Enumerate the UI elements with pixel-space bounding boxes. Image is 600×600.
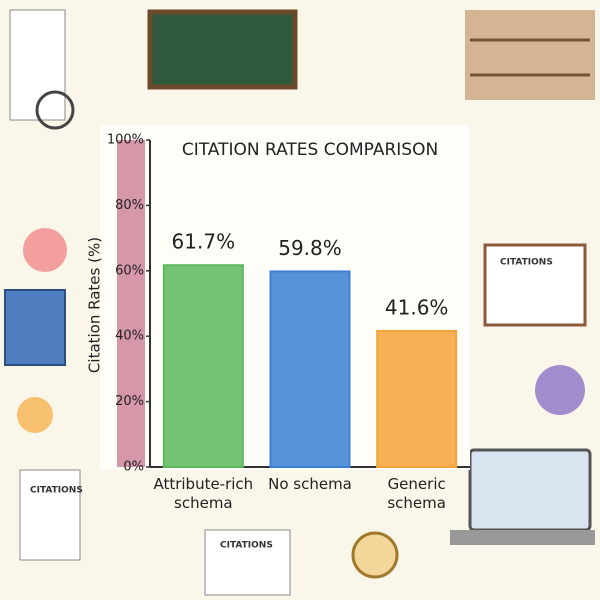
illustration-label: CITATIONS	[500, 258, 553, 268]
value-label: 61.7%	[172, 230, 236, 254]
x-tick-label: Generic schema	[387, 475, 446, 512]
y-tick-label: 20%	[115, 394, 144, 409]
chart-title: CITATION RATES COMPARISON	[182, 140, 438, 160]
y-tick-label: 60%	[115, 263, 144, 278]
y-tick-label: 40%	[115, 329, 144, 344]
y-tick-label: 0%	[123, 460, 144, 475]
y-tick-label: 80%	[115, 198, 144, 213]
value-label: 59.8%	[278, 236, 342, 260]
bar	[376, 329, 458, 468]
bar	[162, 264, 244, 468]
x-tick-label: Attribute-rich schema	[153, 475, 254, 512]
illustration-label: CITATIONS	[220, 541, 273, 551]
x-tick-label: No schema	[268, 475, 352, 493]
bar	[269, 270, 351, 469]
y-axis-label: Citation Rates (%)	[86, 237, 104, 373]
value-label: 41.6%	[385, 295, 449, 319]
y-tick-label: 100%	[107, 133, 144, 148]
illustration-label: CITATIONS	[30, 486, 83, 496]
